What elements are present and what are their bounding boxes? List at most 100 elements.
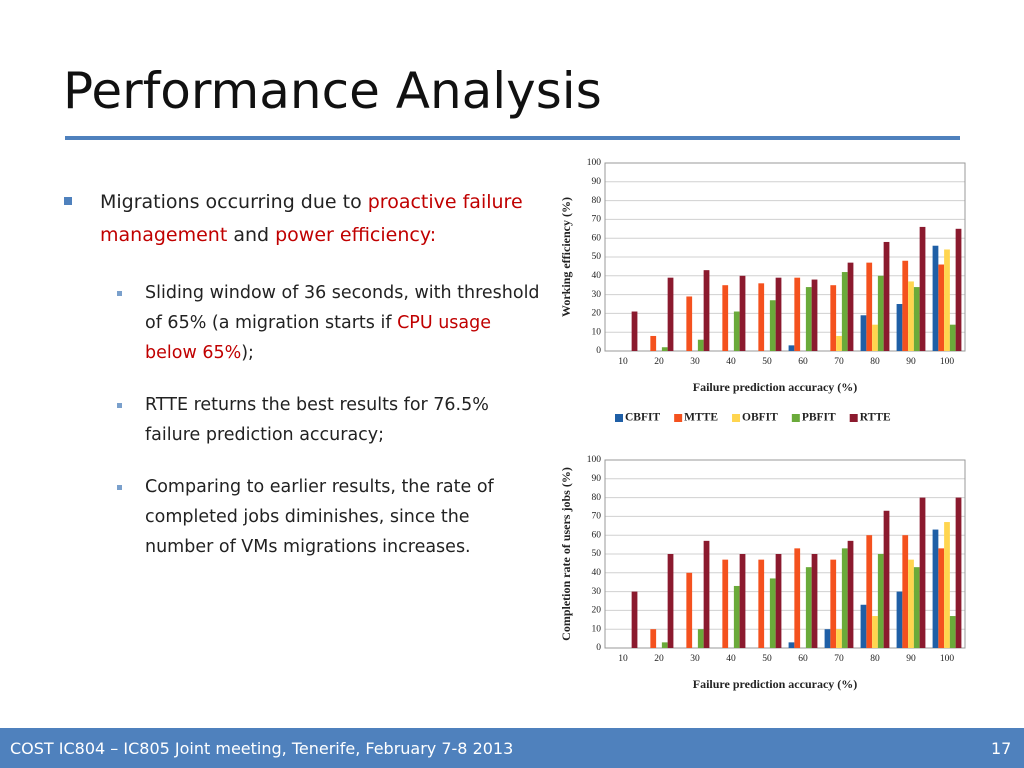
bar	[883, 510, 890, 648]
x-axis-title: Failure prediction accuracy (%)	[693, 677, 858, 691]
bar	[805, 287, 812, 351]
y-tick-label: 60	[592, 233, 602, 243]
legend-label: MTTE	[684, 709, 718, 710]
bullet-text: Migrations occurring due to	[100, 191, 368, 213]
bar	[847, 262, 854, 351]
bar	[775, 554, 782, 648]
bar	[722, 559, 729, 648]
footer: COST IC804 – IC805 Joint meeting, Teneri…	[0, 728, 1024, 768]
bar	[631, 591, 638, 648]
bar	[830, 559, 837, 648]
bar	[866, 535, 873, 648]
bar	[739, 275, 746, 351]
y-tick-label: 90	[592, 177, 602, 187]
bar	[769, 578, 776, 648]
legend-swatch	[615, 414, 623, 422]
bar	[794, 548, 801, 648]
bar	[866, 262, 873, 351]
bar	[860, 604, 867, 648]
accent-text: proactive failure management	[100, 191, 523, 246]
x-tick-label: 40	[726, 357, 736, 367]
x-tick-label: 80	[870, 654, 880, 664]
bar	[703, 540, 710, 648]
y-tick-label: 100	[587, 455, 602, 465]
bar	[830, 285, 837, 351]
accent-text: CPU usage below 65%	[145, 313, 492, 363]
bar	[758, 559, 765, 648]
bar	[919, 497, 926, 648]
y-tick-label: 80	[592, 493, 602, 503]
bar	[944, 522, 950, 648]
bar	[686, 296, 693, 351]
y-tick-label: 80	[592, 196, 602, 206]
bar	[932, 529, 939, 648]
bar	[902, 535, 909, 648]
legend-label: OBFIT	[742, 412, 778, 424]
accent-text: power efficiency:	[275, 224, 437, 246]
bar	[661, 642, 668, 648]
y-tick-label: 10	[592, 624, 602, 634]
bar	[775, 277, 782, 351]
bullet-text: Sliding window of 36 seconds, with thres…	[145, 283, 540, 333]
bar	[913, 567, 920, 648]
bar	[788, 345, 795, 351]
bar	[836, 629, 842, 648]
y-tick-label: 10	[592, 327, 602, 337]
slide-title: Performance Analysis	[63, 62, 602, 120]
x-tick-label: 20	[654, 654, 664, 664]
bar	[769, 300, 776, 351]
bullet-text: and	[227, 224, 276, 246]
y-axis-title: Completion rate of users jobs (%)	[559, 467, 573, 641]
page-number: 17	[991, 739, 1012, 758]
bar	[788, 642, 795, 648]
bar	[938, 548, 945, 648]
bar	[722, 285, 729, 351]
bar	[955, 497, 962, 648]
bar	[841, 548, 848, 648]
y-axis-title: Working efficiency (%)	[559, 197, 573, 317]
legend-label: CBFIT	[625, 412, 660, 424]
bar	[733, 585, 740, 648]
bar	[944, 249, 950, 351]
y-tick-label: 70	[592, 215, 602, 225]
bar	[703, 270, 710, 351]
y-tick-label: 70	[592, 512, 602, 522]
x-tick-label: 60	[798, 357, 808, 367]
bar	[697, 629, 704, 648]
bar	[908, 559, 914, 648]
bar	[902, 260, 909, 351]
bar	[824, 629, 831, 648]
y-tick-label: 100	[587, 158, 602, 168]
bar	[811, 279, 818, 351]
y-tick-label: 0	[596, 346, 601, 356]
bar	[650, 629, 657, 648]
bar	[667, 277, 674, 351]
y-tick-label: 30	[592, 290, 602, 300]
x-axis-title: Failure prediction accuracy (%)	[693, 380, 858, 394]
x-tick-label: 30	[690, 357, 700, 367]
bar	[872, 324, 878, 351]
y-tick-label: 30	[592, 587, 602, 597]
bar	[913, 287, 920, 351]
chart: 0 10 20 30 40 50 60 70 80 90 100 Working efficiency…	[559, 158, 966, 424]
bullet: Migrations occurring due to proactive fa…	[60, 186, 540, 252]
x-tick-label: 100	[940, 357, 955, 367]
x-tick-label: 80	[870, 357, 880, 367]
bar	[955, 228, 962, 351]
bar	[877, 275, 884, 351]
legend-swatch	[791, 414, 800, 422]
bar	[860, 315, 867, 351]
bullet-list: Migrations occurring due to proactive fa…	[60, 186, 550, 584]
bar	[932, 245, 939, 351]
title-rule	[65, 136, 960, 140]
bar	[739, 554, 746, 648]
x-tick-label: 20	[654, 357, 664, 367]
legend-swatch	[674, 414, 683, 422]
y-tick-label: 40	[592, 568, 602, 578]
y-tick-label: 0	[596, 643, 601, 653]
bullet: RTTE returns the best results for 76.5% …	[60, 390, 540, 450]
x-tick-label: 70	[834, 357, 844, 367]
legend-label: CBFIT	[625, 709, 660, 710]
